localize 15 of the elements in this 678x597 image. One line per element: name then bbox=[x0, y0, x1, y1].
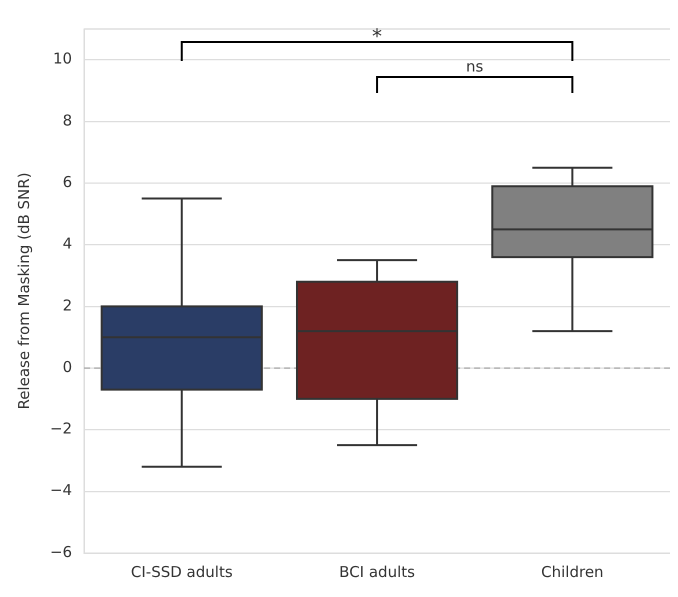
y-tick-label: −6 bbox=[50, 542, 72, 561]
y-tick-label: −2 bbox=[50, 420, 72, 438]
y-tick-label: −4 bbox=[50, 481, 72, 500]
y-tick-label: 4 bbox=[62, 234, 72, 253]
y-tick-label: 6 bbox=[62, 173, 72, 192]
y-tick-label: 2 bbox=[62, 296, 72, 314]
x-tick-label: Children bbox=[541, 562, 604, 581]
y-tick-label: 10 bbox=[53, 50, 72, 68]
x-tick-label: BCI adults bbox=[339, 562, 416, 581]
y-tick-label: 0 bbox=[62, 358, 72, 376]
annotation: ns bbox=[466, 57, 484, 76]
y-axis-title: Release from Masking (dB SNR) bbox=[14, 172, 33, 410]
annotation: * bbox=[372, 24, 382, 48]
y-tick-label: 8 bbox=[62, 111, 72, 130]
x-tick-label: CI-SSD adults bbox=[130, 562, 233, 581]
